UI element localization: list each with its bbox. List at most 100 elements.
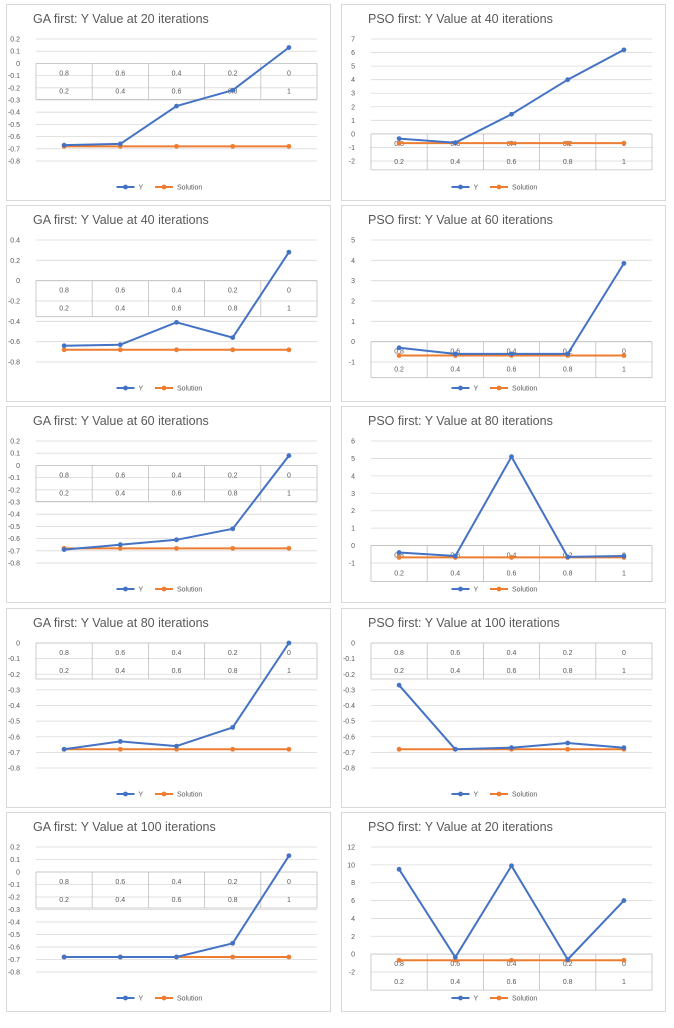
data-point <box>396 555 402 560</box>
data-point <box>565 351 571 357</box>
x-tick-label-lower: 0.8 <box>563 367 573 374</box>
chart-panel-ga-100: GA first: Y Value at 100 iterations -0.8 -… <box>6 812 331 1012</box>
chart-panel-ga-40: GA first: Y Value at 40 iterations -0.8 -0… <box>6 205 331 402</box>
y-tick-label: 12 <box>347 845 355 852</box>
data-point <box>565 140 571 146</box>
x-tick-label-upper: 0.8 <box>59 472 69 479</box>
y-tick-label: -0.3 <box>8 687 20 694</box>
data-point <box>117 542 123 548</box>
y-tick-label: 0.2 <box>10 37 20 44</box>
y-tick-label: -0.6 <box>343 734 355 741</box>
x-tick-label-lower: 0.6 <box>507 571 517 578</box>
data-point <box>174 347 179 353</box>
legend-label: Y <box>139 185 144 192</box>
y-tick-label: -0.5 <box>343 719 355 726</box>
x-tick-label-lower: 0.2 <box>394 159 404 166</box>
data-point <box>509 863 514 869</box>
x-tick-label-lower: 0.2 <box>59 897 69 904</box>
chart-svg: GA first: Y Value at 40 iterations -0.8 -0… <box>8 213 318 393</box>
legend-marker <box>161 586 167 592</box>
y-tick-label: -1 <box>349 360 355 367</box>
data-point <box>174 143 179 149</box>
y-tick-label: -0.3 <box>8 907 20 914</box>
y-tick-label: 4 <box>351 916 355 923</box>
legend-marker <box>161 791 167 797</box>
data-point <box>621 47 627 53</box>
x-tick-label-lower: 0.8 <box>228 668 238 675</box>
x-tick-label-lower: 0.8 <box>563 668 573 675</box>
chart-panel-ga-60: GA first: Y Value at 60 iterations -0.8 -0… <box>6 406 331 603</box>
x-tick-label-lower: 0.4 <box>450 979 460 986</box>
y-tick-label: -0.7 <box>343 750 355 757</box>
y-tick-label: 4 <box>351 258 355 265</box>
chart-svg: GA first: Y Value at 60 iterations -0.8 -0… <box>8 414 318 594</box>
chart-title: GA first: Y Value at 60 iterations <box>33 414 209 428</box>
y-tick-label: 2 <box>351 934 355 941</box>
data-point <box>509 745 514 751</box>
x-tick-label-upper: 0.2 <box>228 288 238 295</box>
x-tick-label-lower: 0.4 <box>115 668 125 675</box>
series-line-0 <box>64 46 290 147</box>
x-tick-label-lower: 0.8 <box>563 159 573 166</box>
chart-title: GA first: Y Value at 40 iterations <box>33 213 209 227</box>
x-tick-label-lower: 1 <box>287 897 291 904</box>
x-tick-label-lower: 0.6 <box>172 88 182 95</box>
chart-panel-ga-80: GA first: Y Value at 80 iterations -0.8 -0… <box>6 608 331 808</box>
data-point <box>396 682 402 688</box>
x-tick-label-upper: 0.2 <box>228 472 238 479</box>
series-line-0 <box>64 251 290 347</box>
y-tick-label: -0.1 <box>8 73 20 80</box>
data-point <box>396 746 402 752</box>
data-point <box>396 866 402 872</box>
data-point <box>621 745 627 751</box>
y-tick-label: 0 <box>16 463 20 470</box>
x-tick-label-lower: 0.4 <box>115 306 125 313</box>
x-tick-label-upper: 0.6 <box>115 288 125 295</box>
data-point <box>565 554 571 560</box>
data-point <box>230 545 236 551</box>
x-tick-label-upper: 0.8 <box>59 650 69 657</box>
y-tick-label: -0.8 <box>8 159 20 166</box>
data-point <box>452 954 458 960</box>
x-tick-label-upper: 0.8 <box>59 70 69 77</box>
y-tick-label: 5 <box>351 64 355 71</box>
x-tick-label-lower: 0.2 <box>394 367 404 374</box>
x-tick-label-upper: 0.4 <box>172 70 182 77</box>
data-point <box>286 45 292 50</box>
x-tick-label-lower: 0.8 <box>228 897 238 904</box>
data-point <box>230 940 236 946</box>
data-point <box>509 555 514 560</box>
x-tick-label-upper: 0.8 <box>59 288 69 295</box>
data-point <box>117 739 123 744</box>
legend-label: Y <box>139 792 144 799</box>
chart-svg: PSO first: Y Value at 60 iterations -1 0 1 2… <box>349 213 653 393</box>
x-tick-label-upper: 0.4 <box>507 961 517 968</box>
series-line-0 <box>399 455 624 558</box>
x-tick-label-upper: 0.8 <box>394 349 404 356</box>
x-tick-label-lower: 0.6 <box>172 490 182 497</box>
x-tick-label-upper: 0.2 <box>228 650 238 657</box>
y-tick-label: 0 <box>351 339 355 346</box>
x-tick-label-upper: 0.6 <box>115 472 125 479</box>
y-tick-label: 0 <box>351 641 355 648</box>
x-tick-label-upper: 0.6 <box>115 70 125 77</box>
x-tick-label-upper: 0.6 <box>450 961 460 968</box>
chart-panel-pso-80: PSO first: Y Value at 80 iterations -1 0 1 2… <box>341 406 666 603</box>
y-tick-label: 0 <box>16 278 20 285</box>
x-tick-label-lower: 1 <box>622 979 626 986</box>
y-tick-label: 3 <box>351 278 355 285</box>
legend-marker <box>458 791 463 797</box>
chart-title: PSO first: Y Value at 100 iterations <box>368 616 560 630</box>
data-point <box>230 87 236 93</box>
data-point <box>174 954 179 960</box>
x-tick-label-upper: 0 <box>287 650 291 657</box>
x-tick-label-lower: 0.6 <box>172 306 182 313</box>
data-point <box>452 140 458 146</box>
legend-marker <box>496 586 502 592</box>
x-tick-label-upper: 0.8 <box>394 961 404 968</box>
chart-panel-pso-60: PSO first: Y Value at 60 iterations -1 0 1 2… <box>341 205 666 402</box>
legend-label: Y <box>474 792 479 799</box>
y-tick-label: -0.3 <box>8 500 20 507</box>
x-tick-label-upper: 0.4 <box>172 879 182 886</box>
data-point <box>174 103 179 109</box>
